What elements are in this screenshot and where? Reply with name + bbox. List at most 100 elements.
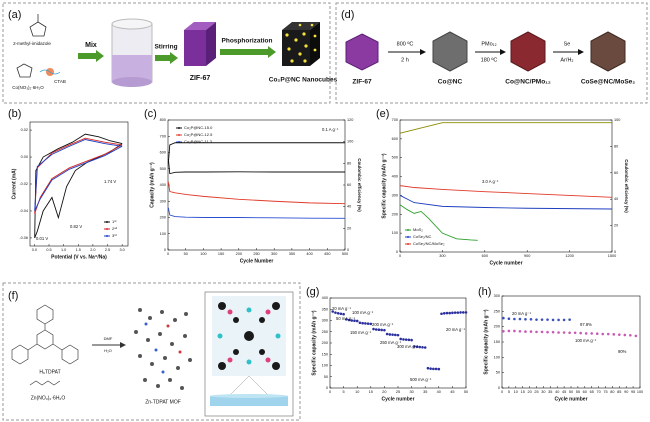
polyhedron: [345, 33, 379, 71]
y2-tick-label: 120: [347, 118, 353, 122]
x-tick-label: 35: [548, 390, 552, 394]
x-tick-label: 5: [343, 390, 345, 394]
data-point: [629, 333, 632, 337]
data-point: [350, 319, 354, 322]
panel-label: (e): [376, 108, 389, 120]
label: Phosphorization: [222, 38, 273, 45]
y-tick-label: 0.02: [21, 128, 28, 132]
x-axis-label: Cycle number: [489, 260, 522, 266]
data-point: [529, 318, 533, 321]
series-line: [167, 158, 345, 175]
x-tick-label: 15: [521, 390, 525, 394]
y-tick-label: 800: [160, 118, 166, 122]
series-line: [34, 139, 123, 212]
data-point: [507, 317, 511, 320]
x-tick-label: 55: [576, 390, 580, 394]
label: Co@NC: [438, 79, 463, 86]
y2-tick-label: 0: [347, 248, 349, 252]
data-point: [445, 311, 449, 315]
y2-tick-label: 20: [347, 226, 351, 230]
data-point: [345, 318, 348, 321]
x-tick-label: 300: [271, 252, 277, 256]
panel-frame: [2, 2, 331, 104]
y-tick-label: 350: [322, 307, 328, 311]
x-tick-label: 40: [555, 390, 559, 394]
data-point: [331, 310, 335, 313]
y2-tick-label: 80: [614, 144, 618, 148]
scheme-d: (d) ZIF-67 800 ºC 2 h Co@NC PMo₁₂ 180 ºC…: [335, 2, 648, 104]
annotation: 150 mA g⁻¹: [350, 330, 372, 335]
y2-tick-label: 40: [347, 205, 351, 209]
data-point: [437, 367, 441, 371]
y-tick-label: 0: [498, 386, 500, 390]
mof-structure: [204, 291, 294, 417]
data-point: [502, 329, 505, 333]
y-tick-label: 400: [160, 183, 166, 187]
data-point: [404, 338, 408, 341]
label: CTAB: [54, 79, 66, 84]
y-tick-label: 250: [494, 309, 500, 313]
x-tick-label: 95: [631, 390, 635, 394]
series-line: [400, 185, 613, 198]
y2-tick-label: 100: [347, 140, 353, 144]
data-point: [568, 331, 571, 335]
y-tick-label: -0.04: [19, 209, 28, 213]
arrow-head: [578, 49, 584, 55]
data-point: [342, 312, 345, 316]
data-point: [518, 329, 522, 333]
legend-label: CoSe₂/NC/MoSe₂: [413, 241, 445, 246]
data-point: [448, 311, 451, 315]
data-point: [595, 332, 599, 336]
label: ZIF-67: [190, 75, 211, 82]
data-point: [369, 322, 373, 326]
data-point: [355, 319, 359, 323]
data-point: [380, 328, 383, 332]
x-tick-label: 30: [541, 390, 545, 394]
y-tick-label: 150: [322, 352, 328, 356]
x-tick-label: 0.5: [46, 248, 51, 252]
y-tick-label: 300: [392, 193, 398, 197]
panel-label: (f): [8, 290, 18, 302]
x-tick-label: 35: [423, 390, 427, 394]
y-tick-label: 500: [392, 156, 398, 160]
y2-tick-label: 100: [614, 118, 620, 122]
mof-stack: [134, 308, 192, 390]
data-point: [546, 330, 549, 334]
y-tick-label: 600: [160, 151, 166, 155]
data-point: [353, 319, 356, 323]
legend-label: Co₂P@NC-11.3: [184, 139, 213, 144]
annotation: 0.82 V: [70, 224, 82, 229]
y-tick-label: 100: [322, 364, 328, 368]
data-point: [562, 318, 566, 322]
label: H₂O: [104, 348, 112, 353]
label: Se: [564, 41, 571, 47]
data-point: [464, 311, 468, 314]
y-tick-label: 200: [322, 341, 328, 345]
data-point: [383, 328, 386, 332]
data-point: [421, 345, 424, 349]
x-tick-label: 30: [409, 390, 413, 394]
data-point: [535, 318, 538, 321]
x-axis-label: Potential (V vs. Na⁺/Na): [51, 254, 107, 260]
annotation: 100 mA g⁻¹: [575, 338, 597, 343]
legend-marker: [106, 235, 108, 237]
data-point: [461, 311, 465, 314]
data-point: [423, 346, 427, 349]
y-tick-label: 50: [324, 375, 328, 379]
annotation: 300 mA g⁻¹: [397, 344, 419, 349]
arrow: [155, 52, 178, 64]
data-point: [524, 318, 527, 321]
y2-axis-label: Coulombic efficiency (%): [624, 159, 629, 213]
x-tick-label: 350: [289, 252, 295, 256]
x-tick-label: 90: [624, 390, 628, 394]
x-tick-label: 1200: [565, 254, 573, 258]
panel-label: (a): [8, 9, 21, 21]
annotation: 0.01 V: [36, 236, 48, 241]
data-point: [551, 330, 555, 334]
data-point: [391, 333, 394, 336]
data-point: [606, 332, 610, 336]
label: H₆TDPAT: [39, 369, 60, 375]
y-tick-label: -0.06: [19, 236, 28, 240]
panel-label: (c): [144, 108, 157, 120]
legend-label: 3ʳᵈ: [112, 233, 117, 238]
